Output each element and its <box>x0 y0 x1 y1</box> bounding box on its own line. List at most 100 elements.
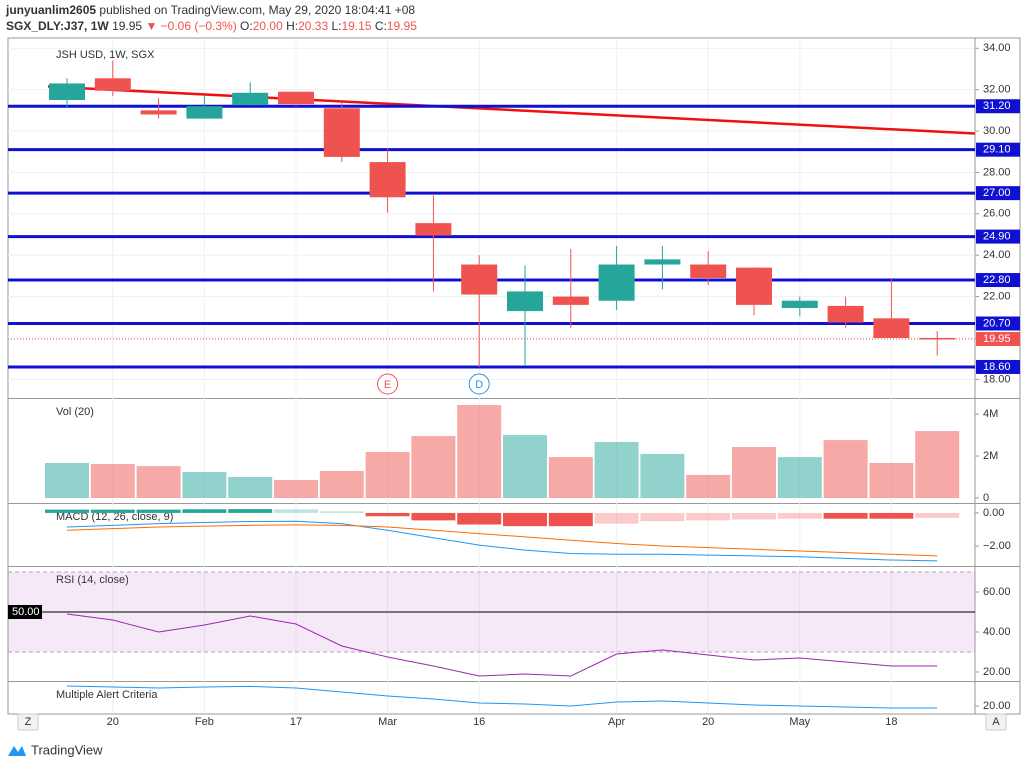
candle-body <box>781 300 818 308</box>
change: ▼ −0.06 (−0.3%) <box>145 19 236 33</box>
volume-bar <box>45 462 89 499</box>
trend-line <box>47 85 976 135</box>
candle-body <box>140 110 177 115</box>
level-label: 27.00 <box>983 187 1011 199</box>
y-tick-label: 34.00 <box>983 42 1011 54</box>
y-tick-label: 2M <box>983 450 998 462</box>
auto-label: A <box>992 716 1000 728</box>
panel-title: Vol (20) <box>56 406 94 418</box>
logo: TradingView <box>8 742 103 757</box>
logo-icon <box>8 746 26 756</box>
histogram-bar <box>182 509 227 513</box>
level-label-box <box>976 142 1020 157</box>
volume-bar <box>640 453 685 499</box>
volume-bar <box>274 479 318 499</box>
y-tick-label: 32.00 <box>983 84 1011 96</box>
c-value: 19.95 <box>387 19 417 33</box>
histogram-bar <box>640 512 685 522</box>
event-marker <box>468 373 490 395</box>
volume-bar <box>503 435 547 499</box>
last-price-box <box>976 332 1020 347</box>
level-label: 18.60 <box>983 361 1011 373</box>
x-tick-label: 18 <box>885 716 897 728</box>
x-tick-label: 16 <box>473 716 485 728</box>
level-label: 31.20 <box>983 100 1011 112</box>
candle-body <box>690 264 727 278</box>
level-label: 50.00 <box>12 606 40 618</box>
histogram-bar <box>228 509 273 513</box>
level-label-box <box>8 605 42 619</box>
volume-bar <box>777 457 822 499</box>
candle-body <box>873 318 910 338</box>
volume-bar <box>915 431 960 499</box>
histogram-bar <box>777 512 822 519</box>
level-label-box <box>976 273 1020 288</box>
volume-bar <box>90 464 135 499</box>
y-tick-label: 40.00 <box>983 626 1011 638</box>
event-marker <box>377 373 399 395</box>
macd-line <box>66 520 938 562</box>
zoom-label: Z <box>25 716 32 728</box>
histogram-bar <box>457 512 502 525</box>
histogram-bar <box>503 512 547 527</box>
y-tick-label: 20.00 <box>983 700 1011 712</box>
histogram-bar <box>45 509 89 513</box>
histogram-bar <box>319 511 364 513</box>
x-tick-label: 17 <box>290 716 302 728</box>
panel-title: RSI (14, close) <box>56 574 129 586</box>
volume-bar <box>457 405 502 499</box>
o-value: 20.00 <box>253 19 283 33</box>
candle-body <box>415 223 452 236</box>
indicator-line <box>66 613 938 677</box>
candle-body <box>369 162 406 198</box>
volume-bar <box>823 440 868 499</box>
y-tick-label: 18.00 <box>983 373 1011 385</box>
o-label: O: <box>240 19 253 33</box>
histogram-bar <box>915 512 960 518</box>
zoom-button[interactable] <box>17 713 39 731</box>
volume-bar <box>136 466 181 499</box>
h-value: 20.33 <box>298 19 328 33</box>
level-label-box <box>976 316 1020 331</box>
candle-body <box>827 305 864 323</box>
level-label-box <box>976 359 1020 374</box>
histogram-bar <box>411 512 456 521</box>
x-tick-label: Mar <box>378 716 397 728</box>
event-label: D <box>475 379 483 391</box>
author: junyuanlim2605 <box>5 3 96 17</box>
candle-body <box>644 259 681 265</box>
volume-bar <box>228 477 273 499</box>
level-label: 24.90 <box>983 230 1011 242</box>
panel-title: MACD (12, 26, close, 9) <box>56 511 173 523</box>
candle-body <box>736 267 772 305</box>
candle-body <box>232 92 269 106</box>
histogram-bar <box>274 509 318 513</box>
l-label: L: <box>331 19 341 33</box>
candle-body <box>323 108 360 157</box>
volume-bar <box>182 471 227 499</box>
candle-body <box>919 337 956 340</box>
y-tick-label: 0.00 <box>983 507 1004 519</box>
y-tick-label: 24.00 <box>983 249 1011 261</box>
level-label: 29.10 <box>983 144 1011 156</box>
symbol: SGX_DLY:J37, 1W <box>6 19 109 33</box>
histogram-bar <box>365 512 410 517</box>
published: published on TradingView.com, May 29, 20… <box>99 3 415 17</box>
y-tick-label: 30.00 <box>983 125 1011 137</box>
histogram-bar <box>548 512 593 527</box>
histogram-bar <box>732 512 776 520</box>
y-tick-label: 4M <box>983 408 998 420</box>
volume-bar <box>732 447 776 499</box>
panel-title: Multiple Alert Criteria <box>56 689 158 701</box>
x-tick-label: Apr <box>608 716 625 728</box>
auto-button[interactable] <box>985 713 1007 731</box>
volume-bar <box>548 457 593 499</box>
y-tick-label: 0 <box>983 492 989 504</box>
candle-body <box>94 78 131 91</box>
candle-body <box>598 264 635 301</box>
panel-title: JSH USD, 1W, SGX <box>56 49 155 61</box>
x-tick-label: May <box>789 716 810 728</box>
y-tick-label: 28.00 <box>983 166 1011 178</box>
